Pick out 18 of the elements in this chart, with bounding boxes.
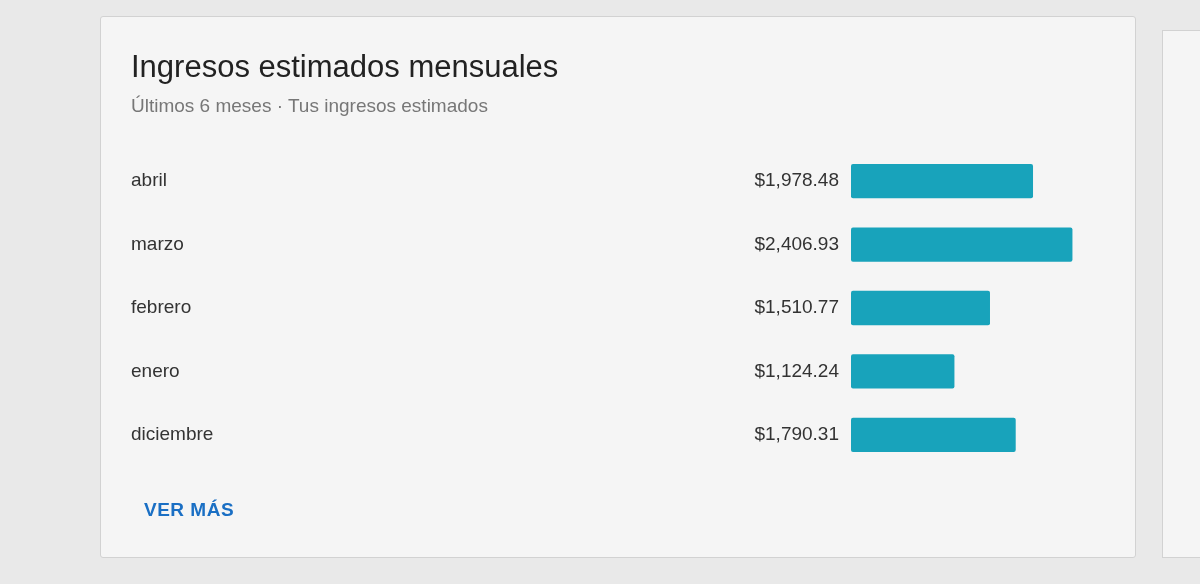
data-label: $1,124.24 bbox=[754, 359, 840, 381]
y-tick-label: febrero bbox=[131, 296, 192, 318]
bar bbox=[851, 354, 955, 389]
bar bbox=[851, 163, 1034, 199]
data-label: $1,790.31 bbox=[754, 423, 839, 445]
text: Últimos 6 meses · Tus ingresos estimados bbox=[131, 95, 488, 117]
text: VER MÁS bbox=[144, 499, 235, 521]
bar bbox=[851, 227, 1073, 262]
y-tick-label: diciembre bbox=[131, 423, 214, 445]
y-tick-label: abril bbox=[131, 169, 167, 191]
data-label: $2,406.93 bbox=[754, 232, 839, 254]
y-tick-label: marzo bbox=[131, 232, 184, 254]
data-label: $1,978.48 bbox=[754, 169, 839, 191]
bar bbox=[851, 290, 990, 326]
text: Ingresos estimados mensuales bbox=[131, 49, 559, 85]
y-tick-label: enero bbox=[131, 359, 180, 381]
bar bbox=[851, 417, 1016, 453]
data-label: $1,510.77 bbox=[754, 296, 839, 318]
